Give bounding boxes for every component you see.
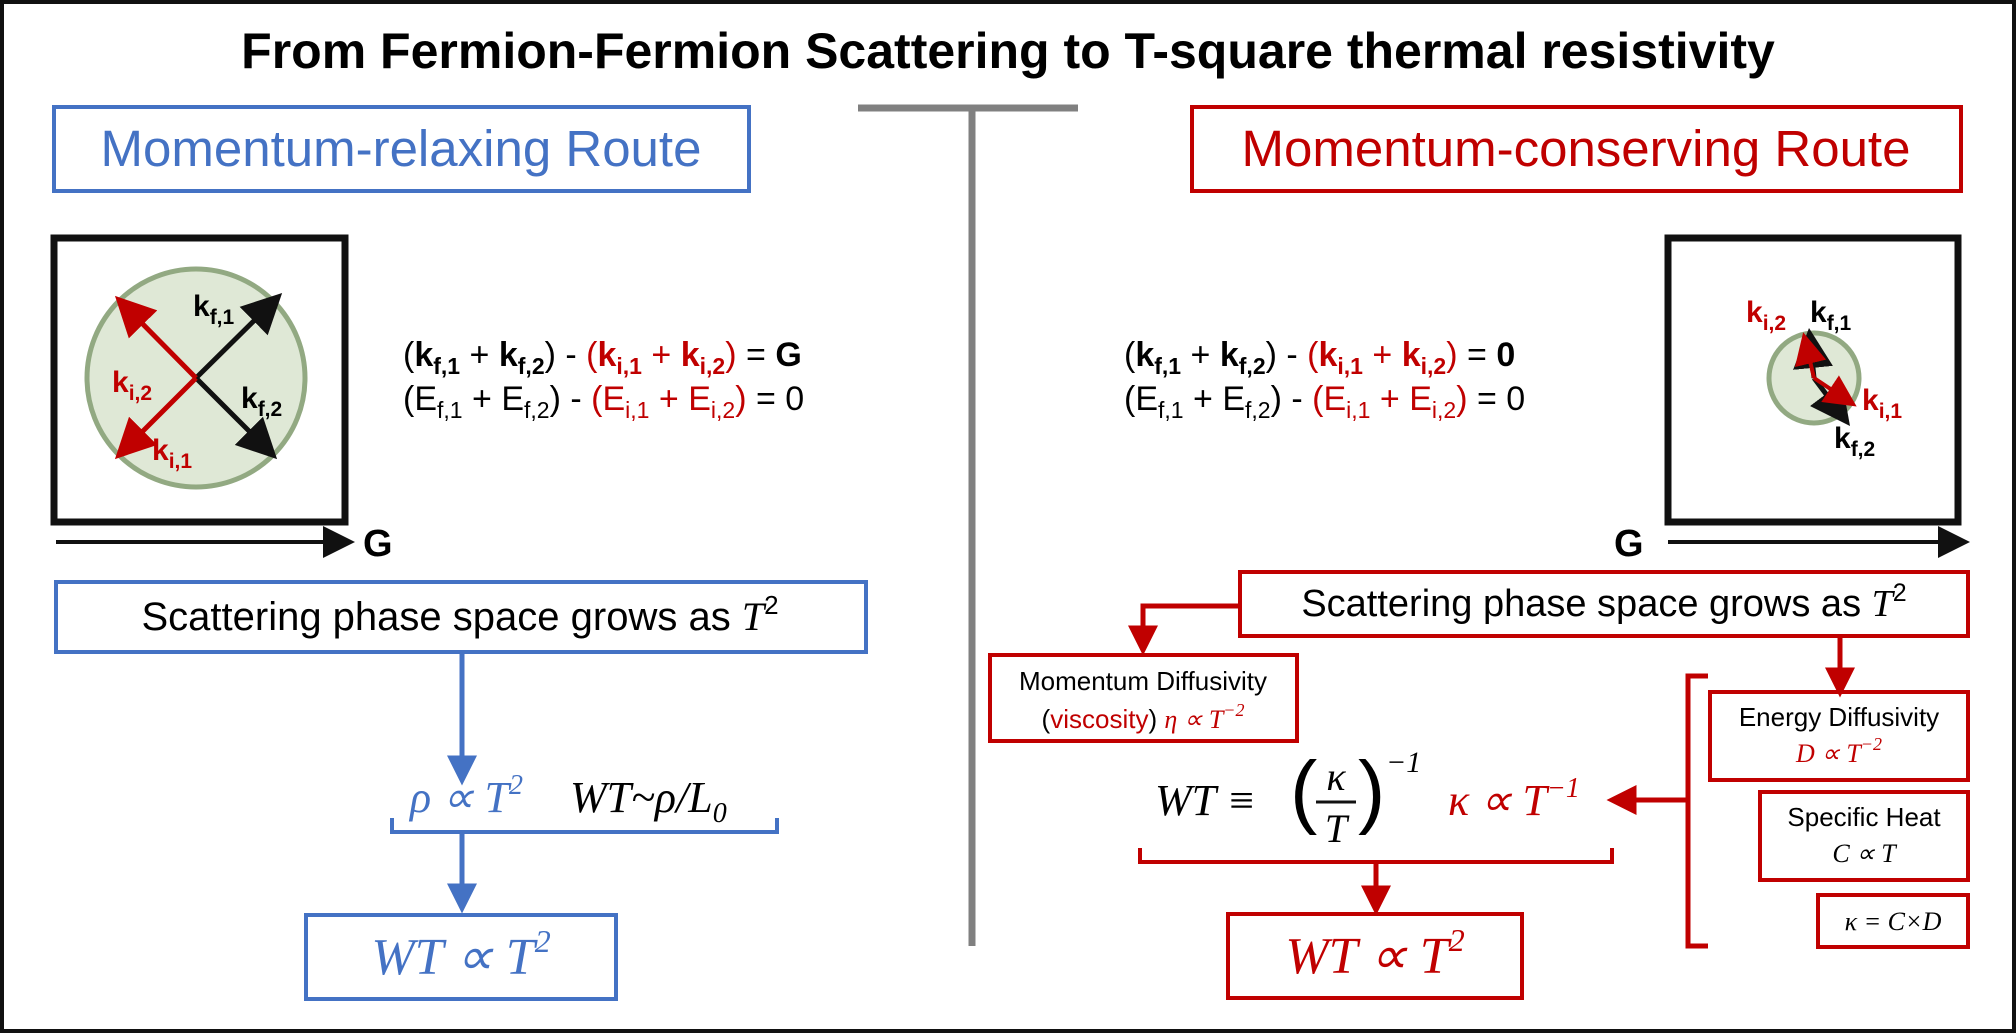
- right-momentum-equation: (kf,1 + kf,2) - (ki,1 + ki,2) = 0: [1124, 336, 1515, 379]
- left-bz-box: [50, 234, 349, 526]
- left-arrow-ki1: [114, 376, 198, 460]
- right-bracket: [1685, 673, 1708, 949]
- kappa-definition: κ = C×D: [1845, 907, 1942, 936]
- left-wt-rho-relation: WT~ρ/L0: [570, 773, 727, 829]
- momentum-diffusivity-label: Momentum Diffusivity: [1019, 666, 1267, 696]
- right-G-label: G: [1614, 523, 1644, 565]
- left-label-ki1: ki,1: [152, 434, 192, 473]
- left-route: Momentum-relaxing Route kf,1 kf,2 ki,2 k…: [50, 105, 868, 1001]
- right-result-box: [1226, 912, 1524, 1000]
- right-bz-box: [1664, 234, 1962, 526]
- specific-heat-label: Specific Heat: [1787, 802, 1941, 832]
- right-heading-box: [1190, 105, 1963, 193]
- figure-title: From Fermion-Fermion Scattering to T-squ…: [241, 23, 1775, 79]
- energy-diffusivity-label: Energy Diffusivity: [1739, 702, 1939, 732]
- right-arrow-ki1: [1812, 375, 1857, 407]
- wt-definition-exp: −1: [1386, 746, 1421, 779]
- energy-diffusivity-relation: D ∝ T−2: [1795, 734, 1882, 768]
- viscosity-relation: (viscosity) η ∝ T−2: [1042, 700, 1245, 734]
- wt-paren-close: ): [1358, 745, 1385, 836]
- right-label-ki2: ki,2: [1746, 296, 1786, 335]
- left-arrow-kf1: [194, 292, 283, 380]
- left-heading-box: [52, 105, 751, 193]
- energy-diffusivity-box: [1708, 690, 1970, 782]
- wt-paren-open: (: [1290, 745, 1317, 836]
- wt-fraction-den: T: [1325, 806, 1350, 851]
- right-arrow-ki2: [1794, 332, 1827, 379]
- right-phase-space-text: Scattering phase space grows as T2: [1301, 579, 1906, 625]
- right-route: Momentum-conserving Route (kf,1 + kf,2) …: [988, 105, 1970, 1000]
- right-label-kf1: kf,1: [1810, 296, 1852, 335]
- left-momentum-equation: (kf,1 + kf,2) - (ki,1 + ki,2) = G: [403, 336, 802, 379]
- right-heading: Momentum-conserving Route: [1242, 120, 1911, 177]
- kappa-definition-box: [1816, 893, 1970, 949]
- left-phase-space-text: Scattering phase space grows as T2: [141, 590, 778, 639]
- left-label-kf1: kf,1: [193, 290, 235, 329]
- left-arrow-kf2: [194, 376, 278, 460]
- right-brace: [1138, 848, 1614, 864]
- left-result-box: [304, 913, 618, 1001]
- left-heading: Momentum-relaxing Route: [101, 120, 702, 177]
- right-energy-equation: (Ef,1 + Ef,2) - (Ei,1 + Ei,2) = 0: [1124, 380, 1525, 423]
- left-G-label: G: [363, 523, 393, 565]
- wt-definition-lhs: WT ≡: [1155, 776, 1256, 825]
- kappa-relation: κ ∝ T−1: [1448, 773, 1580, 825]
- right-result: WT ∝ T2: [1285, 922, 1464, 985]
- left-arrow-ki2: [114, 295, 198, 380]
- specific-heat-relation: C ∝ T: [1832, 839, 1897, 868]
- momentum-diffusivity-box: [988, 653, 1299, 743]
- specific-heat-box: [1758, 790, 1970, 882]
- wt-fraction-num: κ: [1326, 754, 1346, 799]
- left-label-kf2: kf,2: [241, 382, 282, 421]
- left-rho-relation: ρ ∝ T2: [408, 770, 523, 822]
- right-label-kf2: kf,2: [1834, 422, 1875, 461]
- left-label-ki2: ki,2: [112, 366, 152, 405]
- left-brace: [390, 818, 779, 834]
- left-energy-equation: (Ef,1 + Ef,2) - (Ei,1 + Ei,2) = 0: [403, 380, 804, 423]
- right-branch-arrow-momentum: [1128, 603, 1240, 656]
- right-label-ki1: ki,1: [1862, 384, 1902, 423]
- left-result: WT ∝ T2: [371, 923, 550, 986]
